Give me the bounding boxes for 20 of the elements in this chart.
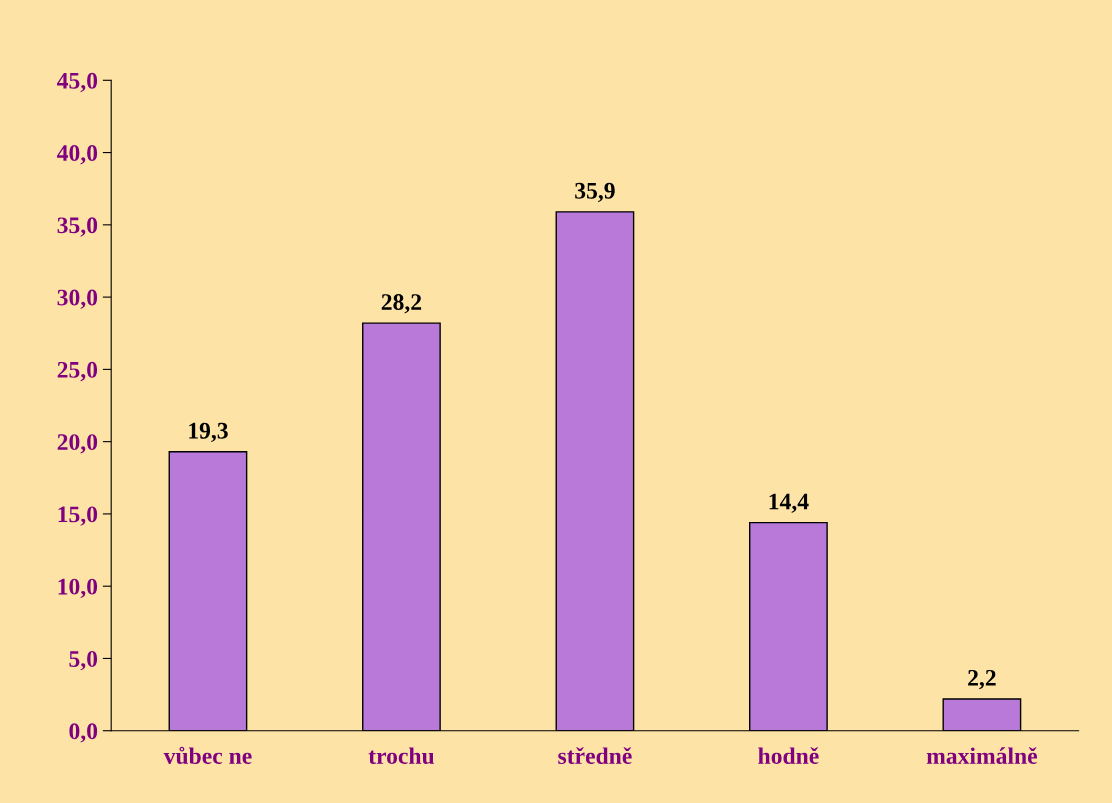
y-tick-label: 5,0 [69,650,98,671]
y-tick-label: 10,0 [58,578,98,599]
y-tick-label: 40,0 [57,145,98,165]
y-tick-label: 45,0 [57,72,98,93]
data-label: 28,2 [381,294,422,314]
y-tick-label: 35,0 [57,217,98,237]
x-tick-label: středně [558,747,632,765]
data-label: 35,9 [575,182,615,203]
data-label: 14,4 [769,493,809,513]
x-tick-label: maximálně [926,747,1038,765]
y-tick-label: 0,0 [69,723,98,743]
y-tick-label: 20,0 [57,434,98,454]
data-label: 19,3 [189,422,228,443]
y-tick-label: 25,0 [57,361,98,382]
x-tick-label: vůbec ne [163,746,252,765]
y-tick-label: 30,0 [57,289,98,309]
x-tick-label: hodně [758,747,819,765]
y-tick-label: 15,0 [58,506,98,526]
data-label: 2,2 [968,669,996,690]
x-tick-label: trochu [368,747,435,765]
